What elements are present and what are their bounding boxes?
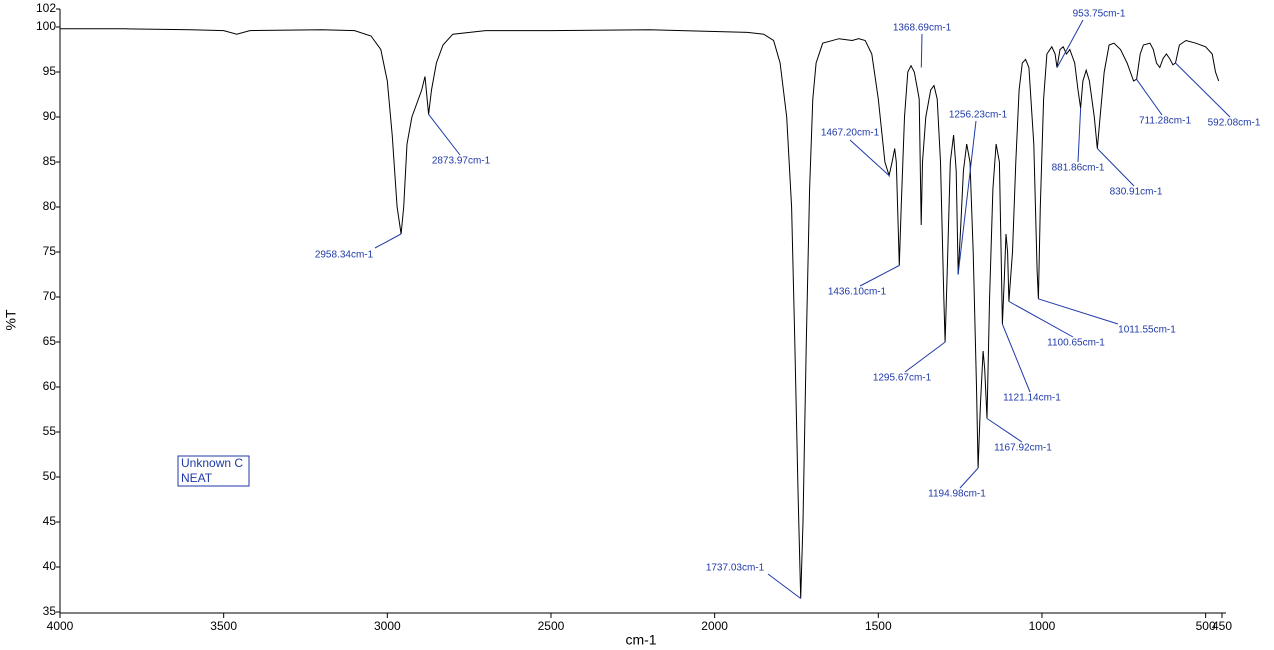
annotation-leader — [1175, 62, 1231, 118]
annotation-label: 881.86cm-1 — [1052, 163, 1105, 174]
annotation-leader — [849, 139, 890, 176]
annotation-label: 711.28cm-1 — [1139, 116, 1192, 127]
annotation-label: 2873.97cm-1 — [432, 156, 491, 167]
annotation-leader — [428, 113, 461, 156]
y-tick-label: 85 — [43, 154, 57, 168]
y-tick-label: 80 — [43, 199, 57, 213]
annotation-leader — [904, 341, 946, 373]
annotation-label: 1436.10cm-1 — [828, 287, 887, 298]
y-tick-label: 45 — [43, 514, 57, 528]
x-tick-label: 1000 — [1029, 619, 1056, 633]
annotation-leader — [1056, 19, 1084, 68]
x-tick-label: 4000 — [47, 619, 74, 633]
legend-line: Unknown C — [181, 456, 243, 470]
y-tick-label: 65 — [43, 334, 57, 348]
y-tick-label: 70 — [43, 289, 57, 303]
annotation-leader — [1136, 78, 1163, 116]
x-tick-label: 2000 — [701, 619, 728, 633]
y-tick-label: 102 — [36, 1, 56, 15]
annotation-label: 1121.14cm-1 — [1003, 393, 1061, 404]
annotation-leader — [1038, 298, 1119, 325]
annotation-leader — [859, 265, 900, 287]
annotation-label: 1011.55cm-1 — [1118, 325, 1176, 336]
annotation-leader — [957, 120, 977, 275]
annotation-leader — [1096, 148, 1135, 187]
annotation-label: 1467.20cm-1 — [821, 128, 880, 139]
legend-box — [177, 455, 250, 487]
x-tick-label: 500 — [1196, 619, 1216, 633]
y-tick-label: 60 — [43, 379, 57, 393]
annotation-leader — [374, 233, 402, 249]
spectrum-line — [60, 28, 1220, 599]
annotation-label: 1295.67cm-1 — [873, 373, 932, 384]
annotation-label: 2958.34cm-1 — [315, 250, 374, 261]
annotation-label: 1368.69cm-1 — [893, 23, 952, 34]
x-tick-label: 3000 — [374, 619, 401, 633]
x-tick-label: 3500 — [210, 619, 237, 633]
y-axis-label: %T — [3, 309, 19, 330]
annotation-label: 1100.65cm-1 — [1047, 338, 1105, 349]
legend-line: NEAT — [181, 471, 213, 485]
x-tick-label: 450 — [1212, 619, 1232, 633]
annotation-leader — [920, 33, 923, 68]
annotation-label: 592.08cm-1 — [1208, 118, 1261, 129]
y-tick-label: 75 — [43, 244, 57, 258]
annotation-leader — [767, 573, 802, 599]
x-tick-label: 1500 — [865, 619, 892, 633]
annotation-leader — [1077, 107, 1082, 163]
x-axis-label: cm-1 — [625, 632, 656, 648]
y-tick-label: 55 — [43, 424, 57, 438]
annotation-leader — [1001, 323, 1031, 393]
y-tick-label: 90 — [43, 109, 57, 123]
annotation-leader — [986, 418, 1023, 443]
annotation-leader — [1008, 301, 1074, 338]
y-tick-label: 40 — [43, 559, 57, 573]
annotation-leader — [959, 467, 979, 489]
annotation-label: 1167.92cm-1 — [994, 443, 1052, 454]
annotation-label: 953.75cm-1 — [1073, 9, 1126, 20]
y-tick-label: 100 — [36, 19, 56, 33]
y-tick-label: 35 — [43, 604, 57, 618]
annotation-label: 1194.98cm-1 — [928, 489, 986, 500]
annotation-label: 1256.23cm-1 — [949, 110, 1008, 121]
y-tick-label: 50 — [43, 469, 57, 483]
y-tick-label: 95 — [43, 64, 57, 78]
annotation-label: 1737.03cm-1 — [706, 563, 765, 574]
annotation-label: 830.91cm-1 — [1110, 187, 1163, 198]
x-tick-label: 2500 — [538, 619, 565, 633]
